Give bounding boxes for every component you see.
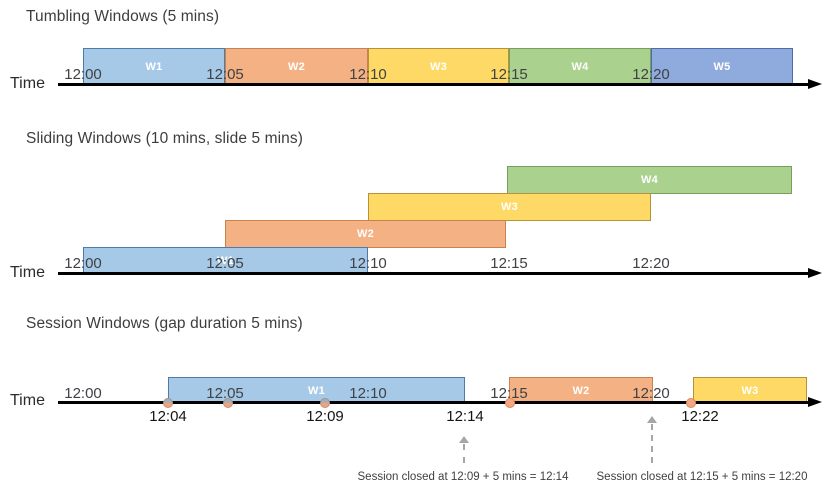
session-close-arrow-icon [647, 416, 657, 463]
time-axis-line [58, 401, 810, 404]
event-dot [320, 398, 330, 408]
event-time-label: 12:04 [149, 408, 187, 425]
event-time-label: 12:14 [446, 408, 484, 425]
window-label: W2 [287, 60, 306, 73]
tumbling-window-w4: W4 [509, 48, 651, 85]
time-axis-line [58, 272, 810, 275]
session-window-w1: W1 [168, 377, 465, 404]
session-window-w3: W3 [693, 377, 807, 404]
event-dot [163, 398, 173, 408]
window-label: W2 [356, 228, 375, 240]
tumbling-window-w1: W1 [83, 48, 225, 85]
time-tick-label: 12:00 [64, 255, 102, 272]
time-tick-label: 12:10 [349, 66, 387, 83]
window-label: W3 [429, 60, 448, 73]
sliding-window-w1: W1 [83, 247, 368, 275]
time-tick-label: 12:15 [490, 385, 528, 402]
event-time-label: 12:09 [306, 408, 344, 425]
time-tick-label: 12:00 [64, 66, 102, 83]
time-axis-arrow-icon [808, 79, 822, 89]
time-tick-label: 12:15 [490, 255, 528, 272]
sliding-window-w4: W4 [507, 166, 792, 194]
session-close-note: Session closed at 12:09 + 5 mins = 12:14 [357, 471, 569, 483]
window-label: W3 [500, 201, 519, 213]
time-axis-line [58, 83, 810, 86]
window-label: W4 [640, 174, 659, 186]
time-tick-label: 12:05 [206, 66, 244, 83]
time-axis-arrow-icon [808, 397, 822, 407]
time-axis-label: Time [10, 75, 45, 92]
window-label: W5 [713, 60, 731, 73]
section-title: Tumbling Windows (5 mins) [26, 8, 220, 25]
window-label: W1 [307, 384, 326, 397]
time-tick-label: 12:10 [349, 385, 387, 402]
time-tick-label: 12:15 [490, 66, 528, 83]
section-title: Sliding Windows (10 mins, slide 5 mins) [26, 130, 303, 147]
time-tick-label: 12:10 [349, 255, 387, 272]
section-title: Session Windows (gap duration 5 mins) [26, 315, 303, 332]
sliding-window-w2: W2 [225, 220, 506, 248]
window-label: W1 [145, 60, 163, 73]
window-label: W2 [572, 384, 590, 397]
time-axis-arrow-icon [808, 268, 822, 278]
window-label: W3 [741, 384, 759, 397]
event-dot [686, 398, 696, 408]
time-tick-label: 12:20 [632, 66, 670, 83]
time-axis-label: Time [10, 264, 45, 281]
time-tick-label: 12:05 [206, 255, 244, 272]
time-tick-label: 12:00 [64, 385, 102, 402]
time-tick-label: 12:20 [632, 255, 670, 272]
sliding-window-w3: W3 [368, 193, 651, 221]
event-dot [223, 398, 233, 408]
time-axis-label: Time [10, 392, 45, 409]
window-label: W4 [571, 60, 589, 73]
tumbling-window-w2: W2 [225, 48, 368, 85]
tumbling-window-w3: W3 [368, 48, 509, 85]
time-tick-label: 12:20 [632, 385, 670, 402]
tumbling-window-w5: W5 [651, 48, 793, 85]
time-tick-label: 12:05 [206, 385, 244, 402]
session-close-arrow-icon [459, 436, 469, 463]
event-dot [505, 398, 515, 408]
window-label: W1 [216, 255, 235, 267]
event-time-label: 12:22 [681, 408, 719, 425]
session-close-note: Session closed at 12:15 + 5 mins = 12:20 [596, 471, 808, 483]
